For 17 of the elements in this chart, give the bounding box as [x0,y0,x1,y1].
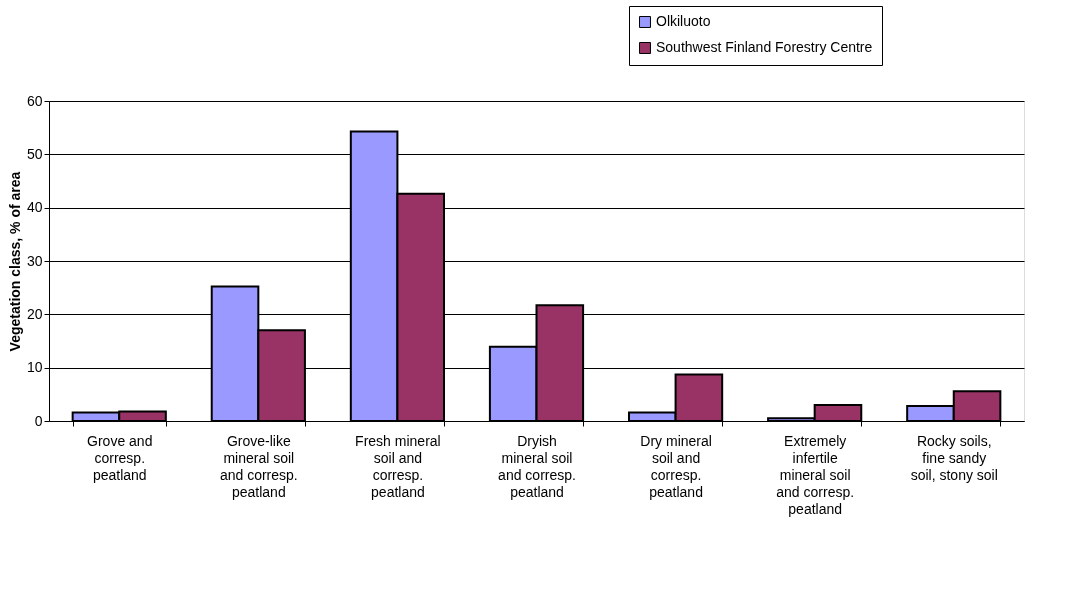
x-tick-label: Dryish mineral soil and corresp. peatland [498,432,576,500]
x-tick-label: Fresh mineral soil and corresp. peatland [355,432,441,500]
y-tick-label: 40 [26,199,43,216]
x-tick-label: Grove-like mineral soil and corresp. peatland [219,432,298,500]
y-tick-label: 20 [26,305,43,322]
y-tick-label: 50 [26,145,43,162]
y-tick-label: 10 [26,359,43,376]
legend-label: Southwest Finland Forestry Centre [656,39,873,55]
legend-label: Olkiluoto [656,13,711,29]
y-axis-title: Vegetation class, % of area [6,171,23,352]
x-tick-label: Rocky soils, fine sandy soil, stony soil [910,432,998,483]
x-tick-label: Extremely infertile mineral soil and corresp. peatland [776,432,855,517]
x-tick-label: Grove and corresp. peatland [87,432,153,483]
y-tick-label: 30 [26,252,43,269]
y-tick-label: 60 [26,92,43,109]
x-tick-label: Dry mineral soil and corresp. peatland [640,432,712,500]
y-tick-label: 0 [34,412,43,429]
